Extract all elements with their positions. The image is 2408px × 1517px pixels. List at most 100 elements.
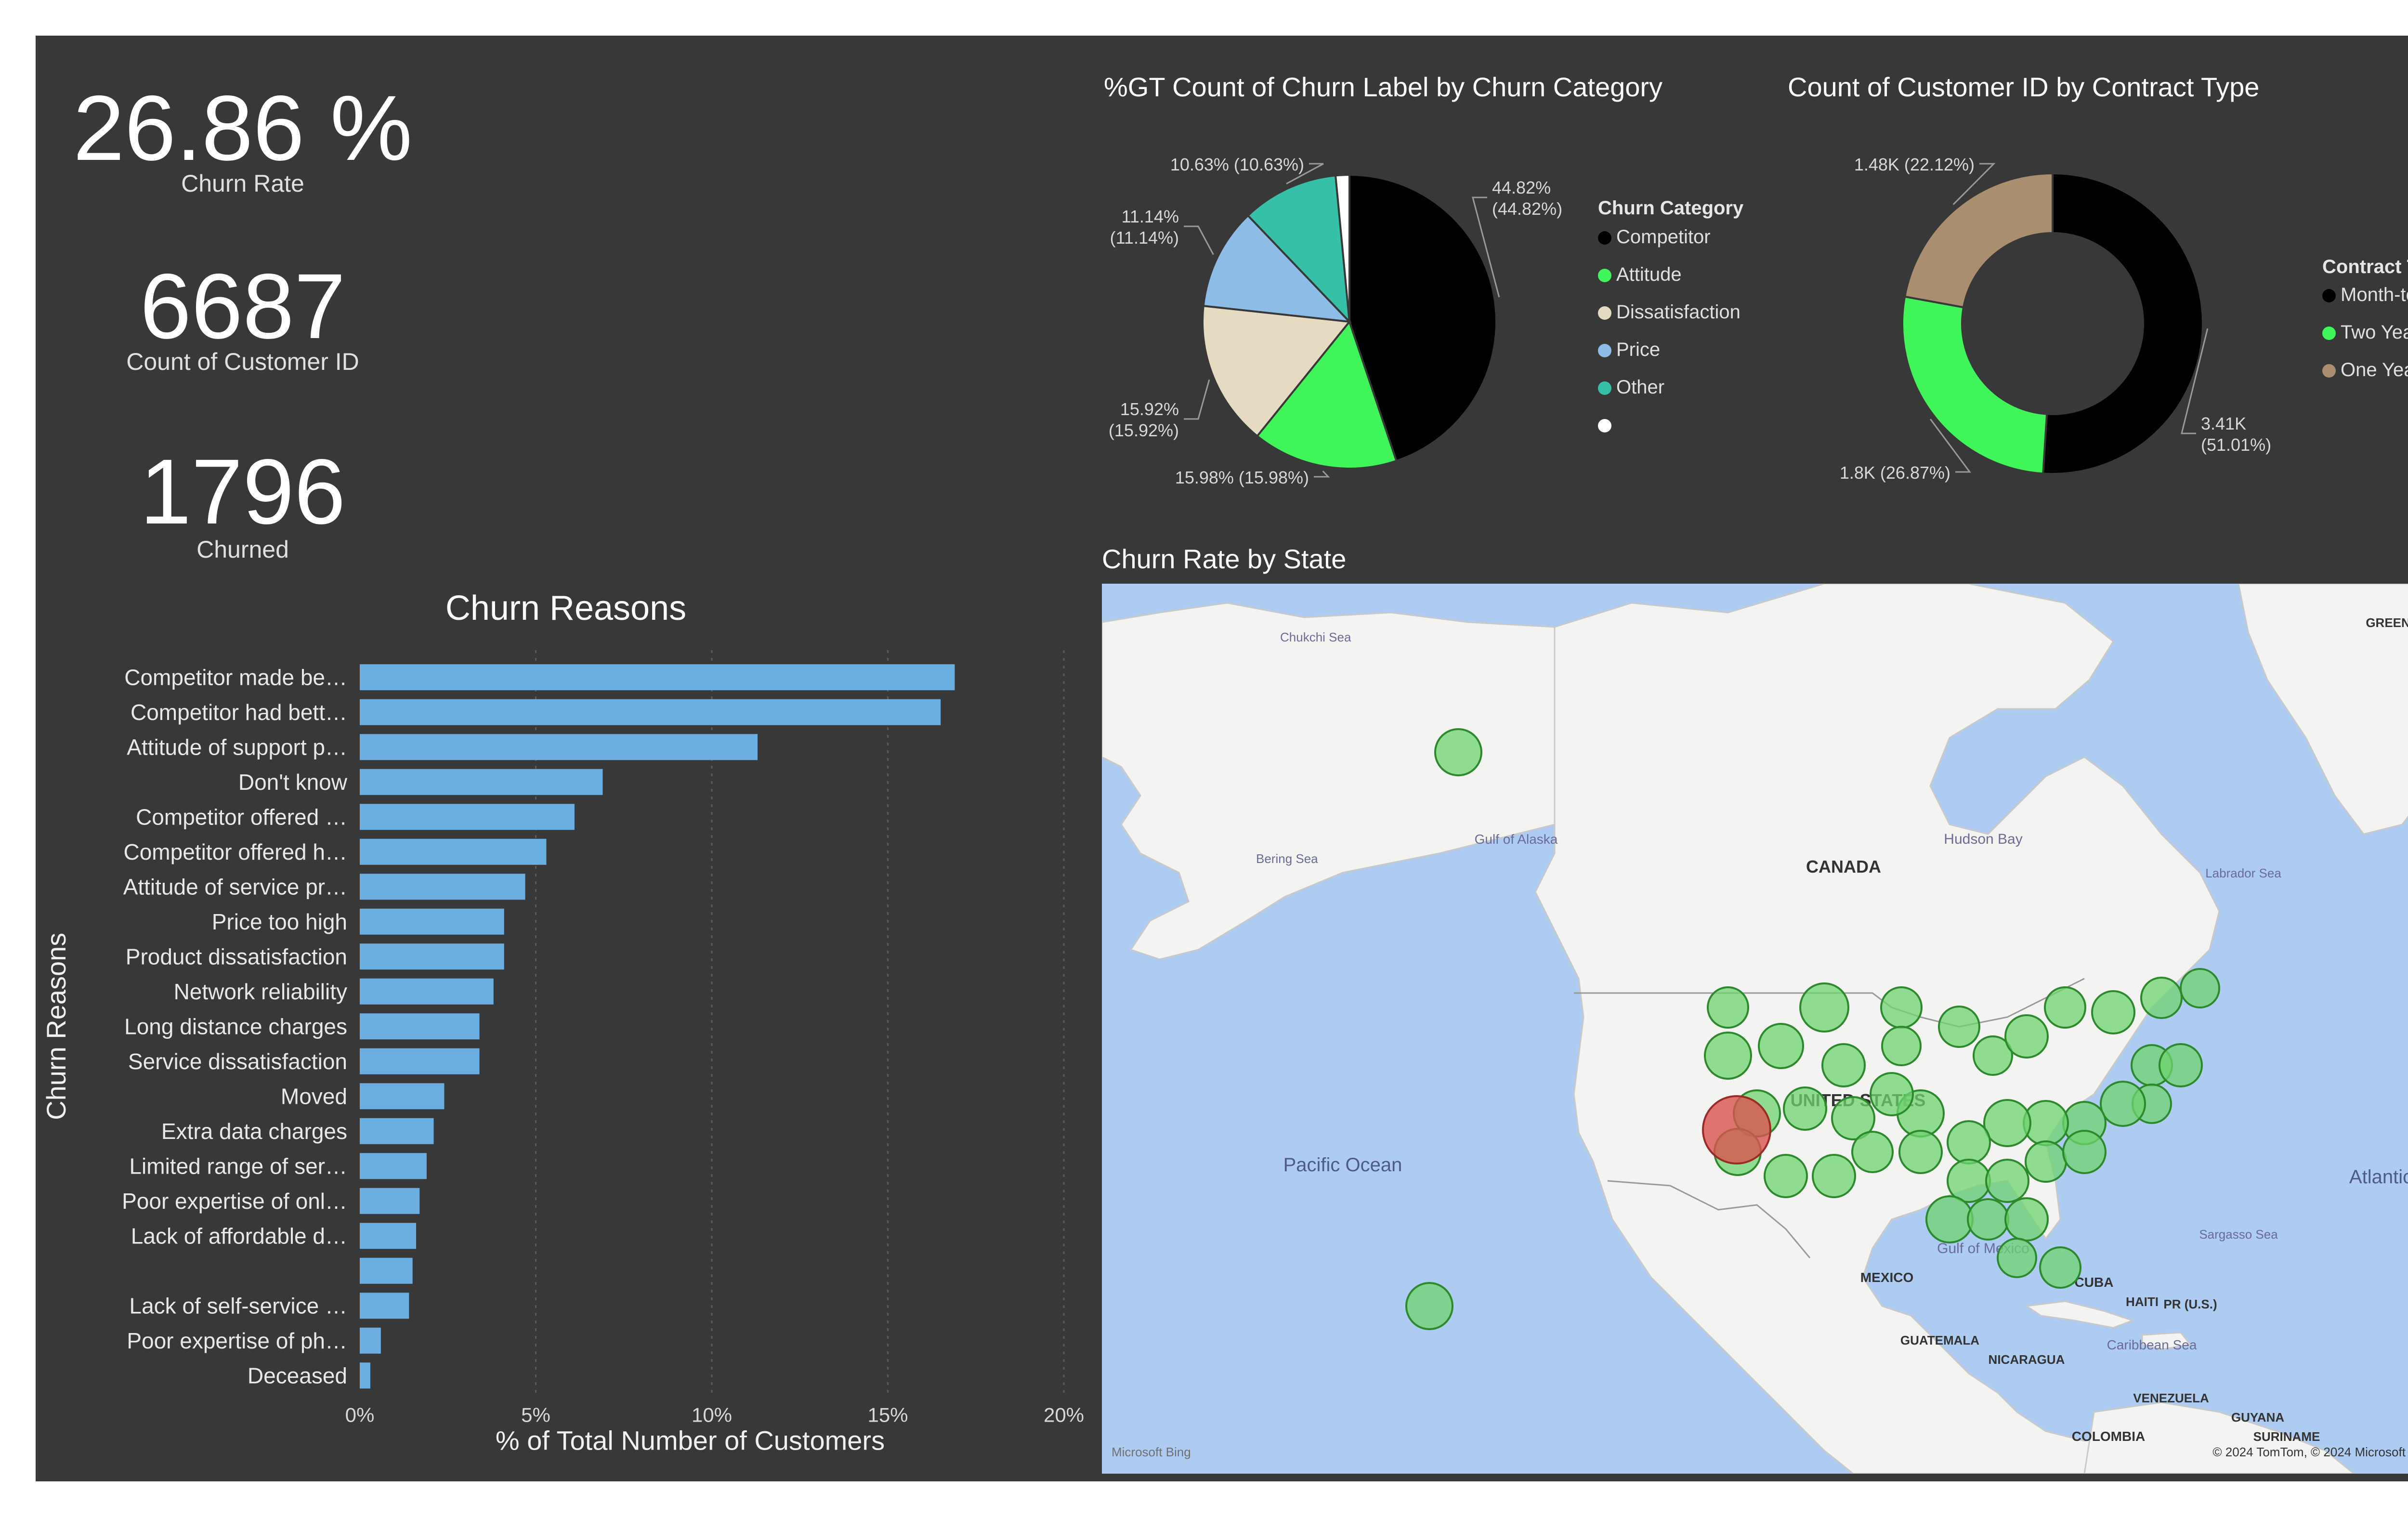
pie-slice-month-to-month[interactable] — [2042, 172, 2204, 475]
state-bubble[interactable] — [2091, 990, 2135, 1034]
churn-reason-bar[interactable] — [360, 908, 504, 935]
state-bubble[interactable] — [1973, 1035, 2013, 1076]
churn-reason-bar[interactable] — [360, 734, 758, 760]
state-bubble[interactable] — [1405, 1282, 1453, 1330]
state-bubble[interactable] — [2044, 986, 2086, 1029]
state-bubble[interactable] — [2004, 1014, 2049, 1059]
state-bubble[interactable] — [1947, 1159, 1991, 1203]
churn-category-pie: 44.82% (44.82%) 15.98% (15.98%) 15.92%(15.9… — [1109, 155, 1562, 487]
state-bubble[interactable] — [2025, 1140, 2067, 1183]
churn-reason-bar[interactable] — [360, 804, 575, 830]
state-bubble[interactable] — [2180, 968, 2220, 1008]
map-label-venezuela: VENEZUELA — [2133, 1391, 2209, 1405]
state-bubble[interactable] — [1821, 1043, 1866, 1087]
contract-type-donut: 3.41K (51.01%) 1.8K (26.87%) 1.48K (22.12%) — [1840, 155, 2271, 483]
churn-reason-bar[interactable] — [360, 699, 941, 725]
map-label-sargasso: Sargasso Sea — [2199, 1227, 2278, 1242]
map-label-pr: PR (U.S.) — [2163, 1297, 2217, 1311]
pie-leader-line — [1952, 163, 1996, 205]
state-bubble[interactable] — [1985, 1159, 2029, 1203]
churn-reason-bar[interactable] — [360, 838, 547, 865]
churn-reason-label: Lack of self-service … — [130, 1293, 347, 1318]
churn-reason-bar[interactable] — [360, 1257, 413, 1284]
state-bubble[interactable] — [1880, 986, 1923, 1029]
churn-reason-bar[interactable] — [360, 769, 603, 795]
pie-slice-dissatisfaction[interactable] — [1202, 304, 1351, 438]
state-bubble[interactable] — [1925, 1195, 1974, 1243]
x-tick-label: 0% — [345, 1404, 375, 1426]
state-bubble[interactable] — [1983, 1099, 2031, 1147]
legend-item[interactable]: Dissatisfaction — [1598, 301, 1741, 323]
state-bubble-highlight[interactable] — [1702, 1095, 1771, 1164]
pie-slice-competitor[interactable] — [1348, 173, 1497, 462]
churn-reason-bar[interactable] — [360, 874, 525, 900]
y-axis-title: Churn Reasons — [41, 933, 71, 1120]
pie-slice-price[interactable] — [1202, 214, 1352, 323]
state-bubble[interactable] — [1947, 1120, 1991, 1164]
state-bubble[interactable] — [1831, 1096, 1875, 1140]
churn-reason-bar[interactable] — [360, 664, 955, 691]
legend-item[interactable] — [1598, 414, 1616, 436]
pie-data-label: (11.14%) — [1110, 228, 1179, 248]
state-bubble[interactable] — [1812, 1154, 1856, 1198]
churn-reason-label: Competitor made be… — [124, 665, 347, 690]
state-bubble[interactable] — [2159, 1043, 2203, 1087]
state-bubble[interactable] — [1764, 1154, 1808, 1198]
state-bubble[interactable] — [1881, 1026, 1922, 1066]
legend-item[interactable]: Month-to-Month — [2322, 284, 2408, 306]
contract-type-title: Count of Customer ID by Contract Type — [1788, 72, 2260, 102]
state-bubble[interactable] — [1707, 986, 1749, 1029]
churn-reason-bar[interactable] — [360, 1153, 427, 1179]
map-label-pacific: Pacific Ocean — [1283, 1154, 1402, 1176]
legend-label: Other — [1616, 377, 1665, 398]
pie-slice-two-year[interactable] — [1901, 295, 2048, 475]
state-bubble[interactable] — [1938, 1006, 1980, 1048]
churn-reason-bar[interactable] — [360, 1223, 416, 1249]
state-bubble[interactable] — [1898, 1130, 1943, 1174]
state-bubble[interactable] — [1434, 728, 1482, 776]
state-bubble[interactable] — [2140, 977, 2183, 1019]
legend-item[interactable]: One Year — [2322, 359, 2408, 381]
state-bubble[interactable] — [1997, 1238, 2037, 1278]
pie-slice-other[interactable] — [1246, 174, 1351, 325]
churn-reason-bar[interactable] — [360, 1118, 434, 1144]
pie-slice-blank[interactable] — [1334, 173, 1350, 322]
north-america-landmass — [1534, 584, 2220, 1474]
state-bubble[interactable] — [1799, 982, 1849, 1033]
pie-slice-attitude[interactable] — [1256, 319, 1398, 470]
churn-reason-bar[interactable] — [360, 943, 504, 970]
churn-reason-bar[interactable] — [360, 1083, 445, 1110]
churn-reason-bar[interactable] — [360, 1293, 409, 1319]
pie-slice-one-year[interactable] — [1903, 172, 2054, 309]
churn-reason-bar[interactable] — [360, 1013, 480, 1040]
churn-reason-bar[interactable] — [360, 1188, 420, 1214]
legend-item[interactable]: Competitor — [1598, 226, 1711, 248]
legend-dot — [2322, 289, 2336, 302]
state-bubble[interactable] — [2062, 1130, 2107, 1174]
churn-reason-bar[interactable] — [360, 1362, 370, 1389]
churn-rate-label: Churn Rate — [181, 170, 304, 197]
pie-data-label: 1.48K (22.12%) — [1854, 155, 1975, 174]
state-bubble[interactable] — [1851, 1131, 1894, 1173]
state-bubble[interactable] — [2004, 1197, 2049, 1242]
churn-reason-label: Moved — [281, 1084, 347, 1109]
state-bubble[interactable] — [2039, 1246, 2081, 1289]
map-label-mexico: MEXICO — [1860, 1270, 1913, 1285]
state-bubble[interactable] — [1870, 1072, 1914, 1116]
churn-reason-bar[interactable] — [360, 978, 494, 1005]
legend-item[interactable]: Other — [1598, 377, 1664, 398]
state-bubble[interactable] — [1783, 1086, 1827, 1131]
state-bubble[interactable] — [2100, 1081, 2146, 1127]
churn-map[interactable]: Chukchi Sea Bering Sea Gulf of Alaska CANAD… — [1102, 584, 2408, 1474]
legend-item[interactable]: Two Year — [2322, 322, 2408, 343]
churn-reasons-title: Churn Reasons — [445, 589, 687, 628]
state-bubble[interactable] — [1758, 1023, 1804, 1069]
state-bubble[interactable] — [1967, 1198, 2009, 1241]
map-label-colombia: COLOMBIA — [2072, 1429, 2145, 1444]
alaska-landmass — [1102, 602, 1556, 960]
state-bubble[interactable] — [1704, 1032, 1752, 1080]
churn-reason-bar[interactable] — [360, 1327, 381, 1354]
legend-item[interactable]: Attitude — [1598, 264, 1682, 286]
legend-item[interactable]: Price — [1598, 339, 1660, 361]
churn-reason-bar[interactable] — [360, 1048, 480, 1074]
